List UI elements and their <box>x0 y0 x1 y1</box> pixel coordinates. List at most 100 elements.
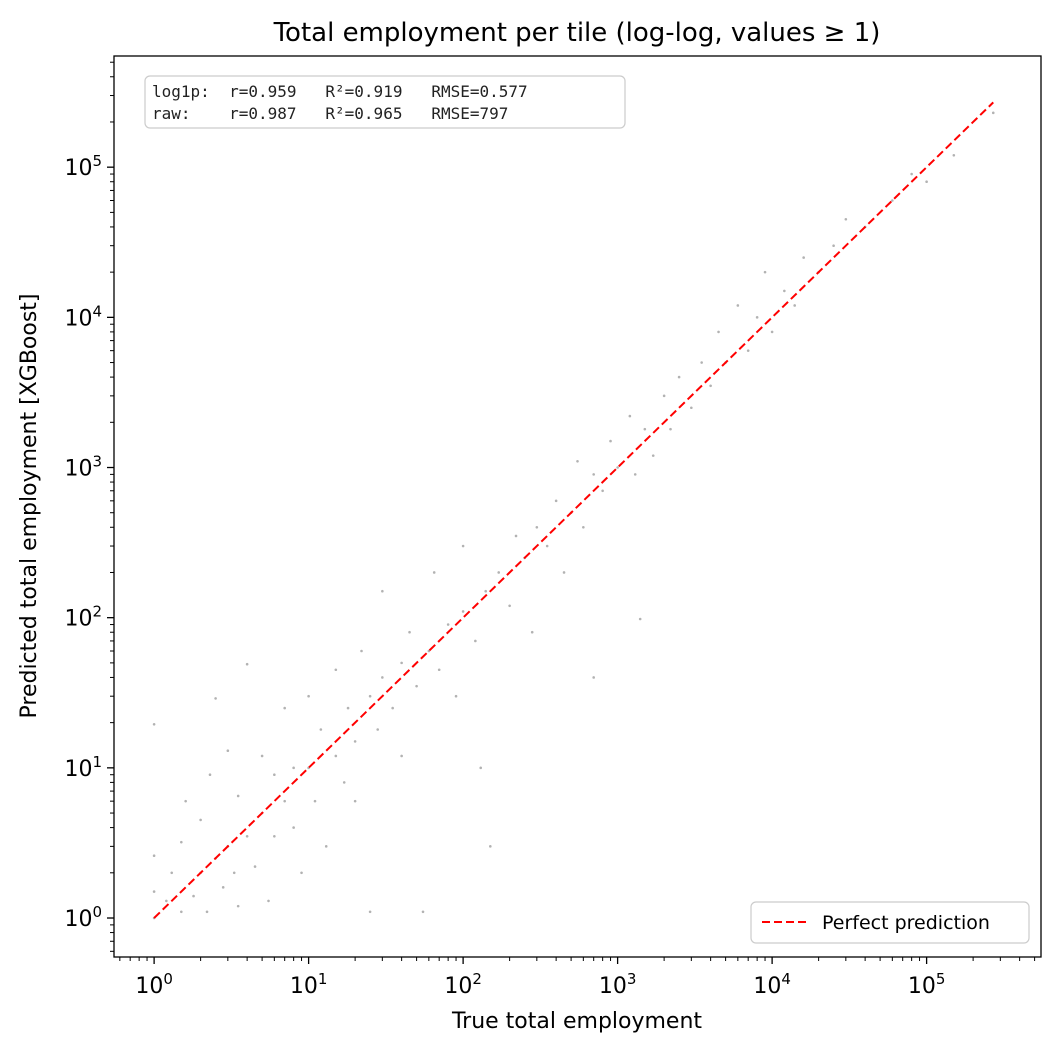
scatter-point <box>802 256 805 259</box>
scatter-point <box>677 375 681 379</box>
scatter-point <box>152 722 156 726</box>
scatter-point <box>669 427 672 431</box>
legend: Perfect prediction <box>750 901 1030 944</box>
scatter-point <box>437 668 441 672</box>
scatter-point <box>307 694 310 698</box>
scatter-point <box>165 899 168 903</box>
scatter-point <box>170 871 174 875</box>
scatter-point <box>236 794 240 798</box>
chart-title: Total employment per tile (log-log, valu… <box>273 18 881 48</box>
scatter-point <box>368 694 372 698</box>
x-tick-label: 104 <box>753 970 791 999</box>
scatter-point <box>446 623 450 626</box>
scatter-point <box>260 754 264 758</box>
scatter-point <box>267 899 270 903</box>
scatter-point <box>245 835 249 838</box>
scatter-point <box>736 304 740 307</box>
scatter-point <box>334 754 338 758</box>
y-axis-label: Predicted total employment [XGBoost] <box>17 293 42 718</box>
scatter-point <box>346 706 350 710</box>
scatter-point <box>638 617 642 621</box>
scatter-point <box>221 886 225 889</box>
x-tick-label: 102 <box>444 970 482 999</box>
scatter-point <box>609 439 612 443</box>
scatter-point <box>319 728 323 731</box>
scatter-point <box>746 349 750 352</box>
scatter-point <box>199 818 202 822</box>
scatter-point <box>232 871 236 875</box>
x-tick-label: 103 <box>599 970 637 999</box>
scatter-point <box>576 460 579 463</box>
legend-label-perfect-prediction: Perfect prediction <box>822 912 990 934</box>
y-tick-label: 100 <box>64 903 102 932</box>
scatter-point <box>208 773 212 777</box>
scatter-point <box>601 489 604 493</box>
scatter-point <box>391 706 394 710</box>
scatter-point <box>783 289 786 293</box>
scatter-point <box>497 571 501 574</box>
scatter-point <box>184 799 187 803</box>
scatter-point <box>662 394 666 398</box>
scatter-point <box>554 499 558 503</box>
scatter-point <box>292 826 295 829</box>
scatter-point <box>432 571 436 574</box>
scatter-point <box>292 766 295 770</box>
scatter-point <box>628 414 632 418</box>
scatter-point <box>283 799 286 803</box>
scatter-point <box>755 316 759 319</box>
y-tick-label: 102 <box>64 603 102 632</box>
y-axis: 100 101 102 103 104 105 <box>64 61 114 952</box>
scatter-point <box>474 639 477 643</box>
scatter-point <box>763 270 767 274</box>
scatter-points <box>152 111 995 920</box>
x-tick-label: 100 <box>135 970 173 999</box>
scatter-point <box>535 525 539 529</box>
perfect-prediction-line <box>153 101 994 919</box>
scatter-point <box>891 199 894 202</box>
scatter-point <box>770 330 774 334</box>
scatter-point <box>910 172 913 176</box>
scatter-point <box>461 610 465 613</box>
x-axis-label: True total employment <box>451 1009 702 1034</box>
scatter-point <box>381 676 384 679</box>
y-tick-label: 101 <box>64 753 102 782</box>
scatter-point <box>353 799 357 803</box>
scatter-point <box>300 871 303 875</box>
scatter-point <box>400 754 403 758</box>
scatter-point <box>925 180 928 184</box>
scatter-point <box>236 904 240 908</box>
scatter-point <box>192 894 195 898</box>
scatter-point <box>152 890 156 893</box>
y-tick-label: 105 <box>64 152 102 181</box>
stats-line-raw: raw: r=0.987 R²=0.965 RMSE=797 <box>152 104 508 123</box>
scatter-point <box>514 534 518 538</box>
scatter-point <box>545 544 549 548</box>
scatter-point <box>479 766 483 770</box>
y-tick-label: 103 <box>64 453 102 482</box>
scatter-point <box>273 773 276 777</box>
scatter-point <box>592 473 595 476</box>
plot-area-frame <box>113 55 1042 958</box>
scatter-point <box>793 304 796 307</box>
scatter-point <box>562 571 566 574</box>
scatter-point <box>643 427 647 431</box>
scatter-point <box>717 330 720 334</box>
scatter-point <box>651 454 655 457</box>
scatter-point <box>484 589 487 593</box>
x-tick-label: 101 <box>290 970 328 999</box>
scatter-point <box>592 676 595 679</box>
scatter-point <box>381 589 384 593</box>
scatter-point <box>214 697 217 700</box>
scatter-point <box>245 662 249 666</box>
scatter-point <box>700 361 703 364</box>
scatter-point <box>415 684 418 688</box>
scatter-point <box>313 799 317 803</box>
x-tick-label: 105 <box>908 970 946 999</box>
scatter-point <box>421 910 425 914</box>
scatter-point <box>180 840 183 844</box>
scatter-point <box>334 668 338 672</box>
scatter-point <box>508 604 511 608</box>
scatter-point <box>844 217 848 221</box>
stats-line-log1p: log1p: r=0.959 R²=0.919 RMSE=0.577 <box>152 82 528 101</box>
